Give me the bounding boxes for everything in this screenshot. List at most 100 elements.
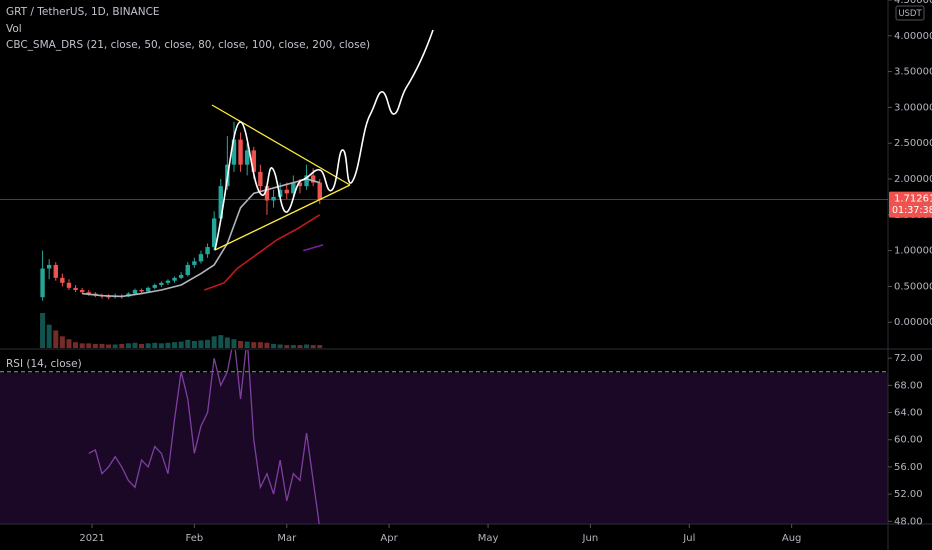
- volume-bar: [310, 345, 316, 348]
- axis-unit: USDT: [898, 9, 922, 19]
- y-tick-label: 56.00: [894, 462, 923, 473]
- volume-bar: [244, 341, 250, 348]
- volume-bar: [125, 343, 131, 348]
- sma-line: [203, 214, 321, 291]
- volume-bar: [73, 342, 79, 348]
- volume-bar: [198, 340, 204, 348]
- candle-body: [205, 247, 210, 255]
- x-tick-label: May: [478, 533, 499, 544]
- sma-line: [303, 244, 324, 252]
- y-tick-label: 3.50000: [894, 67, 932, 78]
- candle-body: [192, 261, 197, 265]
- candle-body: [53, 264, 58, 278]
- y-tick-label: 0.00000: [894, 317, 932, 328]
- sma-line: [82, 178, 320, 298]
- candle-body: [258, 171, 263, 187]
- volume-bar: [185, 339, 191, 348]
- candle-body: [317, 182, 322, 200]
- volume-bar: [165, 342, 171, 348]
- projection-drawing: [214, 29, 434, 251]
- volume-bar: [119, 343, 125, 348]
- candle-body: [106, 296, 111, 298]
- vol-label: Vol: [6, 23, 22, 35]
- x-tick-label: Aug: [782, 533, 802, 544]
- volume-bar: [205, 339, 211, 348]
- x-tick-label: Jun: [582, 533, 599, 544]
- volume-bar: [66, 339, 72, 348]
- volume-bar: [224, 337, 230, 348]
- candle-body: [79, 290, 85, 293]
- candle-body: [238, 139, 243, 165]
- volume-bar: [40, 313, 46, 348]
- candle-body: [40, 268, 45, 298]
- volume-bar: [297, 345, 303, 348]
- volume-bar: [251, 342, 257, 348]
- volume-bar: [158, 343, 164, 348]
- volume-bar: [92, 343, 98, 348]
- volume-bar: [139, 343, 145, 348]
- y-tick-label: 2.50000: [894, 138, 932, 149]
- candle-body: [66, 282, 72, 288]
- candle-body: [152, 284, 157, 288]
- candle-body: [132, 290, 138, 294]
- rsi-pane: [0, 350, 888, 524]
- candle-body: [304, 175, 309, 187]
- candle-body: [165, 280, 171, 283]
- candle-body: [60, 277, 65, 283]
- drawings: [211, 29, 434, 251]
- volume-bar: [79, 343, 85, 348]
- y-tick-label: 4.00000: [894, 31, 932, 42]
- y-tick-label: 1.00000: [894, 246, 932, 257]
- rsi-band: [0, 373, 888, 524]
- volume-bar: [238, 341, 244, 348]
- candle-body: [277, 189, 283, 197]
- indicator-label: CBC_SMA_DRS (21, close, 50, close, 80, c…: [6, 39, 370, 51]
- candle-body: [244, 150, 250, 165]
- price-tag: [889, 191, 932, 218]
- volume-bar: [211, 336, 217, 348]
- y-tick-label: 52.00: [894, 489, 923, 500]
- candle-body: [251, 150, 256, 172]
- candle-body: [291, 182, 296, 194]
- volume-bar: [53, 330, 59, 348]
- candle-body: [310, 175, 316, 183]
- candle-body: [172, 277, 177, 281]
- y-tick-label: 64.00: [894, 408, 923, 419]
- candle-body: [218, 186, 223, 219]
- volume-bar: [152, 342, 158, 348]
- volume-bar: [304, 344, 310, 348]
- y-tick-label: 68.00: [894, 380, 923, 391]
- candle-body: [73, 287, 78, 290]
- y-tick-label: 72.00: [894, 353, 923, 364]
- y-tick-label: 2.00000: [894, 174, 932, 185]
- candle-body: [46, 264, 52, 269]
- volume-bar: [132, 342, 138, 348]
- volume-bar: [172, 342, 178, 348]
- volume-bar: [145, 343, 151, 348]
- volume-bar: [178, 341, 184, 348]
- price-pane: [0, 121, 888, 348]
- x-tick-label: Feb: [186, 533, 204, 544]
- candle-body: [159, 282, 164, 285]
- volume-bar: [99, 343, 105, 348]
- rsi-line: [88, 350, 320, 524]
- y-tick-label: 4.50000: [894, 0, 932, 6]
- candle-body: [297, 182, 303, 187]
- x-tick-label: Mar: [277, 533, 297, 544]
- trend-line: [211, 104, 351, 186]
- volume-bar: [106, 344, 112, 348]
- volume-bar: [264, 342, 270, 348]
- rsi-label: RSI (14, close): [6, 358, 82, 370]
- y-tick-label: 0.50000: [894, 281, 932, 292]
- volume-bar: [277, 344, 283, 348]
- candle-body: [284, 189, 289, 194]
- y-tick-label: 3.00000: [894, 102, 932, 113]
- candle-body: [185, 264, 190, 275]
- volume-bar: [271, 343, 277, 348]
- axes: 4.50000 4.00000 3.50000 3.00000 2.50000 2.000…: [79, 0, 932, 544]
- x-tick-label: 2021: [79, 533, 104, 544]
- volume-bar: [46, 324, 52, 348]
- volume-bar: [290, 345, 296, 348]
- volume-bar: [231, 339, 237, 348]
